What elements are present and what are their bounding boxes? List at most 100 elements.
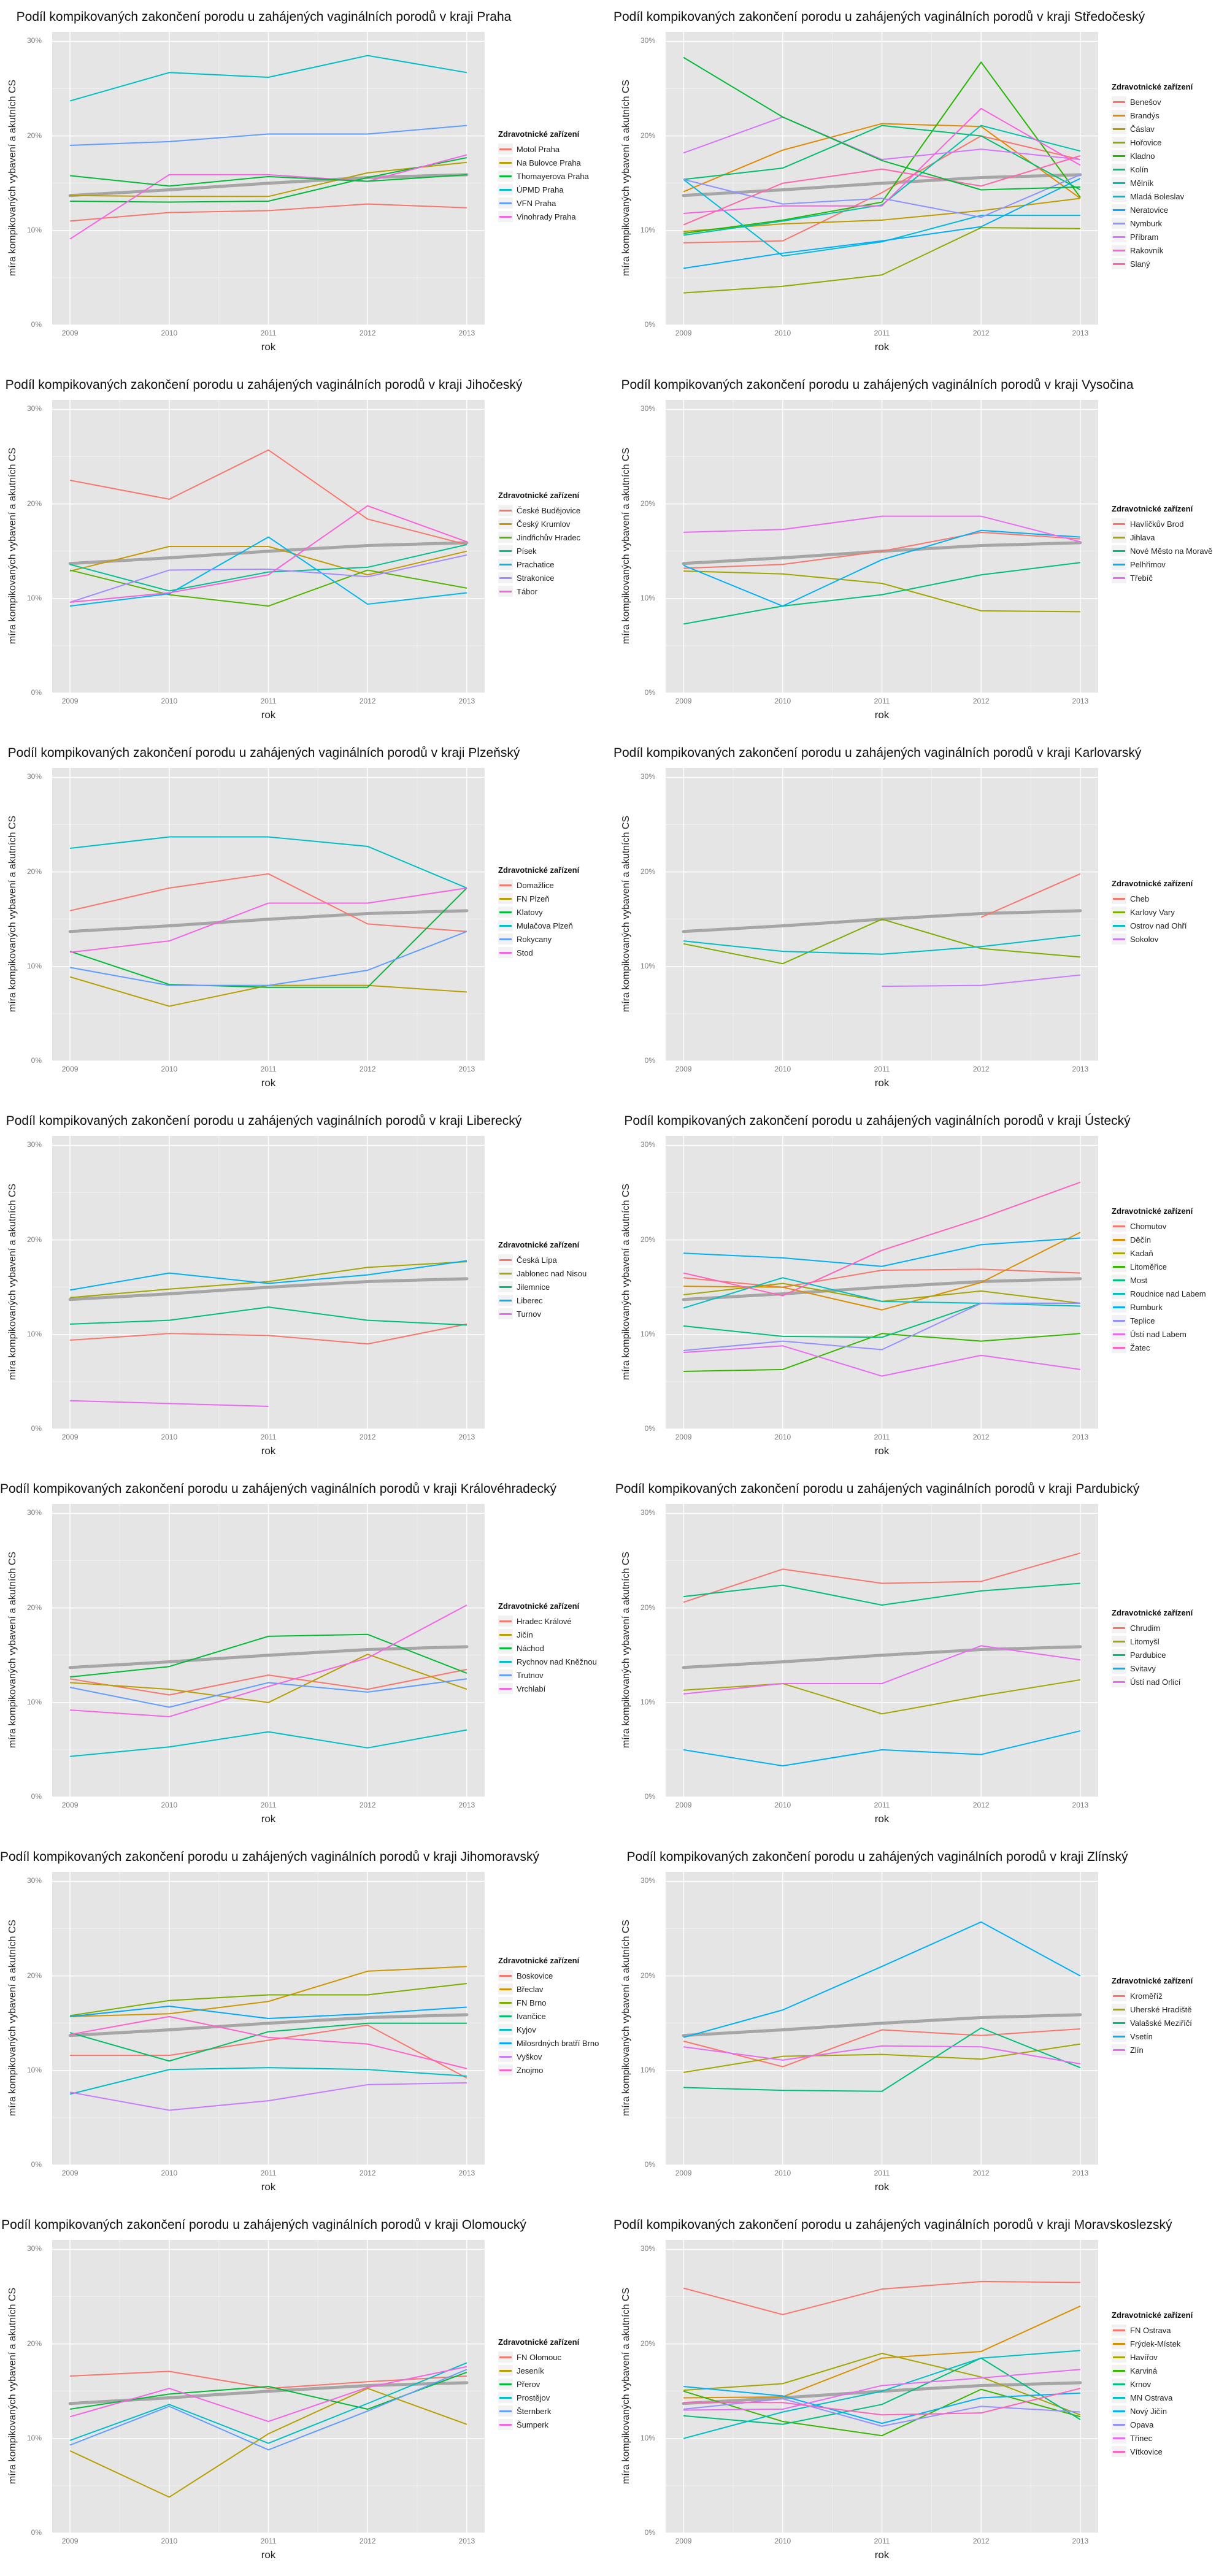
series-line-fn-brno: [69, 1982, 467, 2017]
series-line-boskovice: [70, 2024, 467, 2079]
x-tick-label: 2013: [1072, 1433, 1089, 1441]
chart-svg: [52, 400, 485, 694]
legend-item: Stod: [498, 946, 615, 959]
legend-item: Náchod: [498, 1641, 615, 1655]
legend-swatch: [1112, 532, 1126, 543]
x-tick-label: 2009: [675, 329, 692, 337]
series-line-caslav: [683, 197, 1081, 232]
series-line-mlada-boleslav: [683, 178, 1080, 257]
legend-swatch: [498, 2419, 513, 2430]
series-line-prostejov: [69, 2362, 467, 2444]
legend-swatch: [498, 559, 513, 570]
legend-item: Vítkovice: [1112, 2445, 1227, 2458]
legend-swatch: [1112, 920, 1126, 931]
x-tick-label: 2011: [874, 329, 890, 337]
y-axis-label: míra kompikovaných vybavení a akutních C…: [621, 815, 631, 1013]
y-tick-label: 0%: [31, 688, 42, 697]
legend-swatch: [1112, 1315, 1126, 1326]
legend-label: Stod: [517, 948, 533, 957]
legend-swatch: [498, 211, 513, 222]
legend-swatch: [1112, 933, 1126, 945]
y-tick-label: 30%: [640, 2244, 655, 2253]
y-tick-label: 30%: [26, 2244, 42, 2253]
legend-label: Milosrdných bratří Brno: [517, 2038, 599, 2048]
chart-panel-vysocina: 0% 10% 20% 30% 2009 2010 2011 2012 2013 Podíl kom…: [614, 368, 1227, 736]
legend: Zdravotnické zařízení Chrudim Litomyšl Pard…: [1112, 1608, 1227, 1689]
y-axis-label: míra kompikovaných vybavení a akutních C…: [621, 1919, 631, 2117]
legend-swatch: [498, 1629, 513, 1640]
x-axis-label: rok: [874, 1445, 890, 1457]
y-tick-label: 0%: [31, 1792, 42, 1801]
legend-item: FN Brno: [498, 1996, 615, 2009]
legend-item: Klatovy: [498, 905, 615, 919]
legend-label: Strakonice: [517, 573, 555, 583]
legend-label: Jeseník: [517, 2366, 544, 2375]
legend-label: Příbram: [1130, 232, 1159, 242]
legend-item: Litomyšl: [1112, 1635, 1227, 1648]
legend: Zdravotnické zařízení Cheb Karlovy Vary Ost…: [1112, 879, 1227, 946]
legend-swatch: [498, 1308, 513, 1319]
series-line-teplice: [683, 1302, 1080, 1352]
series-line-havlickuv-brod: [683, 531, 1080, 569]
legend-swatch: [1112, 559, 1126, 570]
legend-item: Cheb: [1112, 892, 1227, 905]
legend-swatch: [1112, 204, 1126, 215]
legend: Zdravotnické zařízení Boskovice Břeclav FN …: [498, 1956, 615, 2077]
chart-panel-moravskoslezsky: 0% 10% 20% 30% 2009 2010 2011 2012 2013 Podíl kom…: [614, 2208, 1227, 2576]
legend-item: Ostrov nad Ohří: [1112, 919, 1227, 932]
legend-swatch: [498, 2011, 513, 2022]
legend-label: Kadaň: [1130, 1248, 1153, 1258]
series-line-kolin: [683, 125, 1081, 191]
y-tick-label: 30%: [640, 36, 655, 45]
y-tick-label: 20%: [26, 499, 42, 508]
x-tick-label: 2010: [161, 1433, 178, 1441]
legend-label: Domažlice: [517, 880, 554, 890]
series-line-kladno: [683, 61, 1081, 234]
legend-label: Krnov: [1130, 2379, 1151, 2389]
legend-swatch: [498, 1295, 513, 1306]
legend-item: Rakovník: [1112, 243, 1227, 257]
legend-swatch: [498, 920, 513, 931]
legend-item: Třebíč: [1112, 571, 1227, 585]
y-tick-label: 0%: [31, 1056, 42, 1065]
legend-swatch: [1112, 245, 1126, 256]
legend-title: Zdravotnické zařízení: [1112, 2310, 1193, 2320]
x-tick-label: 2012: [972, 329, 990, 337]
series-line-horovice: [683, 227, 1080, 294]
legend-swatch: [498, 1616, 513, 1627]
chart-svg: [52, 2240, 485, 2534]
legend-label: Třinec: [1130, 2433, 1153, 2443]
series-line-trebic: [683, 515, 1081, 543]
legend-swatch: [1112, 518, 1126, 529]
series-line-uherske-hradiste: [683, 2043, 1081, 2073]
y-tick-label: 30%: [26, 772, 42, 781]
y-tick-label: 0%: [644, 2160, 655, 2169]
chart-title: Podíl kompikovaných zakončení porodu u z…: [6, 1114, 522, 1128]
legend: Zdravotnické zařízení Kroměříž Uherské Hra…: [1112, 1976, 1227, 2057]
x-tick-label: 2009: [675, 2537, 692, 2545]
legend-label: Vyškov: [517, 2052, 542, 2061]
legend-label: ÚPMD Praha: [517, 185, 564, 194]
legend-label: Havířov: [1130, 2352, 1158, 2362]
series-line-havirov: [683, 2353, 1081, 2416]
legend-swatch: [1112, 2405, 1126, 2417]
legend-item: Žatec: [1112, 1341, 1227, 1354]
chart-title: Podíl kompikovaných zakončení porodu u z…: [621, 378, 1134, 392]
x-tick-label: 2010: [774, 1801, 791, 1809]
legend-item: Písek: [498, 544, 615, 558]
x-tick-label: 2010: [161, 1801, 178, 1809]
series-line-karlovy-vary: [683, 918, 1080, 965]
series-line-znojmo: [69, 2015, 467, 2069]
legend-item: Krnov: [1112, 2377, 1227, 2391]
legend-label: FN Olomouc: [517, 2352, 561, 2362]
legend-label: Mělník: [1130, 178, 1154, 188]
x-tick-label: 2013: [1072, 329, 1089, 337]
legend-item: Teplice: [1112, 1314, 1227, 1327]
x-tick-label: 2011: [260, 1065, 277, 1073]
x-tick-label: 2012: [972, 1433, 990, 1441]
legend-swatch: [498, 171, 513, 182]
legend-swatch: [498, 518, 513, 529]
legend-swatch: [498, 2365, 513, 2376]
legend-swatch: [1112, 545, 1126, 556]
series-line-usti-nad-orlici: [683, 1645, 1081, 1695]
